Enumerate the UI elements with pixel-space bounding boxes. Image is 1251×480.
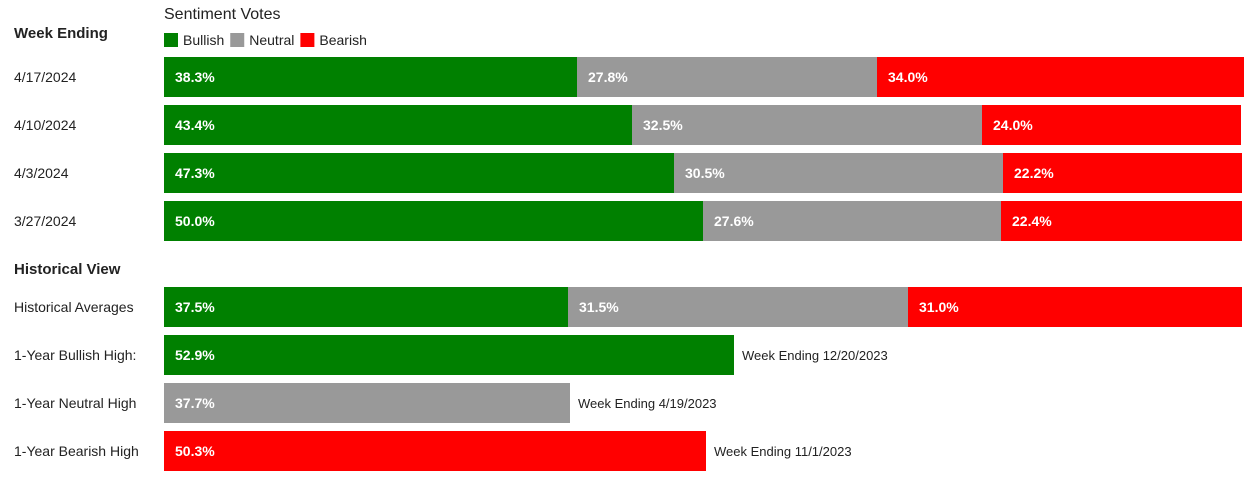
data-label-bearish: 50.3% [175, 443, 215, 459]
bar-bullish [164, 153, 674, 193]
bar-bearish [908, 287, 1242, 327]
bar-bearish [1003, 153, 1242, 193]
data-label-bullish: 37.5% [175, 299, 215, 315]
data-label-neutral: 32.5% [643, 117, 683, 133]
row-label: 4/10/2024 [14, 117, 76, 133]
data-label-bearish: 24.0% [993, 117, 1033, 133]
section-heading: Historical View [14, 261, 121, 278]
data-label-neutral: 27.6% [714, 213, 754, 229]
bar-neutral [674, 153, 1003, 193]
bar-bearish [982, 105, 1241, 145]
row-label: 4/17/2024 [14, 69, 76, 85]
legend-label-bullish: Bullish [183, 32, 224, 48]
data-label-neutral: 30.5% [685, 165, 725, 181]
row-label: 3/27/2024 [14, 213, 76, 229]
bar-bullish [164, 201, 703, 241]
data-label-bullish: 43.4% [175, 117, 215, 133]
legend-swatch-bearish [300, 33, 315, 47]
bar-bullish [164, 287, 568, 327]
chart-rows: Week Ending 4/17/2024 38.3% 27.8% 34.0% 4/10/… [14, 25, 1244, 471]
bar-bearish [877, 57, 1244, 97]
row-label: 1-Year Bearish High [14, 443, 139, 459]
legend-label-neutral: Neutral [249, 32, 294, 48]
chart-legend: Bullish Neutral Bearish [164, 32, 367, 48]
data-label-neutral: 27.8% [588, 69, 628, 85]
data-label-bullish: 52.9% [175, 347, 215, 363]
data-label-bearish: 34.0% [888, 69, 928, 85]
bar-neutral [703, 201, 1001, 241]
data-label-bullish: 47.3% [175, 165, 215, 181]
bar-neutral [164, 383, 570, 423]
row-label: 1-Year Neutral High [14, 395, 136, 411]
data-label-bearish: 31.0% [919, 299, 959, 315]
data-label-bearish: 22.4% [1012, 213, 1052, 229]
data-label-bullish: 38.3% [175, 69, 215, 85]
row-label: 4/3/2024 [14, 165, 69, 181]
bar-bullish [164, 57, 577, 97]
bar-neutral [568, 287, 908, 327]
legend-label-bearish: Bearish [319, 32, 366, 48]
data-label-neutral: 31.5% [579, 299, 619, 315]
data-label-neutral: 37.7% [175, 395, 215, 411]
bar-note: Week Ending 11/1/2023 [714, 444, 852, 459]
bar-note: Week Ending 12/20/2023 [742, 348, 888, 363]
bar-neutral [577, 57, 877, 97]
bar-neutral [632, 105, 982, 145]
bar-bearish [164, 431, 706, 471]
legend-swatch-neutral [230, 33, 245, 47]
bar-note: Week Ending 4/19/2023 [578, 396, 717, 411]
section-heading: Week Ending [14, 25, 108, 42]
data-label-bearish: 22.2% [1014, 165, 1054, 181]
bar-bullish [164, 335, 734, 375]
bar-bullish [164, 105, 632, 145]
data-label-bullish: 50.0% [175, 213, 215, 229]
row-label: Historical Averages [14, 299, 134, 315]
row-label: 1-Year Bullish High: [14, 347, 136, 363]
bar-bearish [1001, 201, 1242, 241]
chart-title: Sentiment Votes [164, 6, 281, 23]
legend-swatch-bullish [164, 33, 178, 47]
